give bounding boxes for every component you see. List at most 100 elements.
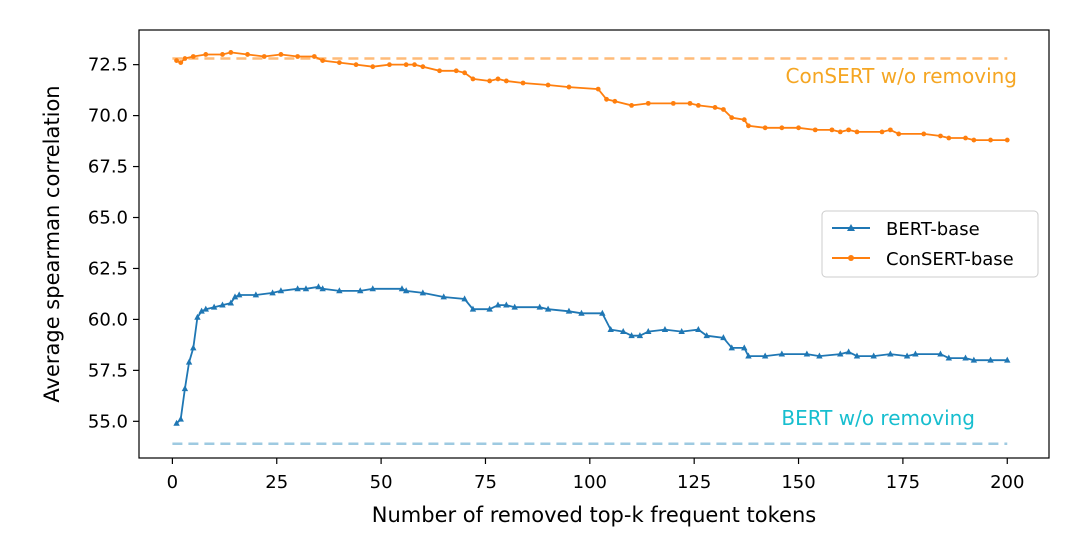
data-point-bert <box>336 287 343 294</box>
data-point-bert <box>745 352 752 359</box>
data-point-bert <box>903 352 911 359</box>
data-point-bert <box>319 285 326 292</box>
x-tick-label: 175 <box>886 472 920 493</box>
data-point-consert <box>503 78 509 84</box>
data-point-consert <box>520 80 526 86</box>
data-point-consert <box>311 54 317 59</box>
data-point-bert <box>636 332 644 339</box>
data-point-bert <box>945 354 953 361</box>
data-point-consert <box>545 82 551 88</box>
data-point-consert <box>203 52 209 57</box>
data-point-consert <box>387 62 392 68</box>
data-point-bert <box>803 350 811 357</box>
plot-frame <box>138 29 1050 459</box>
data-point-bert <box>398 285 406 292</box>
data-point-consert <box>412 62 417 68</box>
data-point-consert <box>796 125 801 131</box>
y-tick-label: 72.5 <box>88 55 128 76</box>
reference-lines <box>172 57 1008 445</box>
x-tick-label: 150 <box>781 472 815 493</box>
legend-label-consert: ConSERT-base <box>886 249 1014 270</box>
data-point-consert <box>320 58 326 63</box>
data-point-bert <box>741 344 748 351</box>
data-point-bert <box>912 350 919 357</box>
data-point-bert <box>987 356 994 363</box>
data-point-bert <box>494 301 502 308</box>
data-point-bert <box>369 285 376 292</box>
data-point-consert <box>612 98 618 104</box>
data-point-consert <box>879 129 885 135</box>
data-point-consert <box>566 84 572 90</box>
data-point-bert <box>620 328 627 335</box>
data-point-bert <box>599 309 606 316</box>
data-point-bert <box>503 301 510 308</box>
data-point-bert <box>970 356 978 363</box>
data-point-bert <box>661 326 669 332</box>
data-point-bert <box>198 307 205 314</box>
data-point-consert <box>245 52 250 57</box>
bert-reference-label: BERT w/o removing <box>781 406 975 430</box>
data-point-bert <box>837 350 844 357</box>
data-point-consert <box>721 107 726 112</box>
data-point-consert <box>420 64 426 70</box>
y-tick-label: 55.0 <box>88 411 128 432</box>
x-tick-label: 75 <box>474 472 497 493</box>
data-point-bert <box>937 350 944 357</box>
data-point-bert <box>227 299 235 306</box>
y-tick-label: 70.0 <box>88 106 128 127</box>
data-point-bert <box>845 348 852 355</box>
data-point-consert <box>403 62 409 68</box>
data-point-consert <box>829 127 835 133</box>
data-point-consert <box>921 131 927 137</box>
data-point-consert <box>963 135 968 141</box>
data-point-consert <box>971 137 977 143</box>
x-axis-label: Number of removed top-k frequent tokens <box>372 503 816 527</box>
data-point-consert <box>595 86 601 92</box>
data-point-bert <box>252 291 260 298</box>
data-point-consert <box>812 127 818 133</box>
data-point-bert <box>315 283 322 290</box>
data-point-bert <box>1004 356 1011 363</box>
data-point-consert <box>370 64 376 70</box>
data-point-bert <box>210 303 218 310</box>
data-point-consert <box>687 100 693 106</box>
x-tick-label: 100 <box>573 472 607 493</box>
data-point-bert <box>761 352 769 359</box>
data-point-consert <box>887 127 893 133</box>
data-point-bert <box>887 350 894 357</box>
data-point-consert <box>261 54 267 59</box>
legend-marker-consert <box>848 255 854 261</box>
consert-reference-label: ConSERT w/o removing <box>786 64 1017 88</box>
data-point-consert <box>629 103 634 108</box>
data-point-bert <box>194 313 201 320</box>
data-point-bert <box>269 289 276 296</box>
data-point-bert <box>565 307 573 314</box>
data-point-consert <box>695 103 701 108</box>
data-point-bert <box>181 385 189 392</box>
data-point-bert <box>469 305 477 312</box>
data-point-consert <box>174 58 179 63</box>
data-point-bert <box>544 305 552 312</box>
data-point-bert <box>870 352 877 359</box>
data-point-consert <box>729 115 735 121</box>
data-point-bert <box>219 301 226 308</box>
y-tick-label: 57.5 <box>88 360 128 381</box>
data-point-bert <box>816 352 823 359</box>
data-point-consert <box>988 137 993 143</box>
data-point-consert <box>353 62 359 68</box>
data-point-bert <box>645 328 652 335</box>
data-point-bert <box>357 287 364 294</box>
data-point-consert <box>670 100 676 106</box>
data-point-bert <box>486 305 493 312</box>
data-point-bert <box>202 305 209 312</box>
data-point-consert <box>938 133 943 139</box>
data-point-bert <box>419 289 427 296</box>
data-point-bert <box>853 352 861 359</box>
x-tick-label: 125 <box>677 472 711 493</box>
y-axis: 55.0 57.5 60.0 62.5 65.0 67.5 70.0 72.5 <box>88 55 139 432</box>
y-tick-label: 62.5 <box>88 258 128 279</box>
data-point-consert <box>854 129 860 135</box>
data-point-consert <box>604 96 609 102</box>
data-point-bert <box>294 285 301 292</box>
data-point-consert <box>453 68 459 74</box>
